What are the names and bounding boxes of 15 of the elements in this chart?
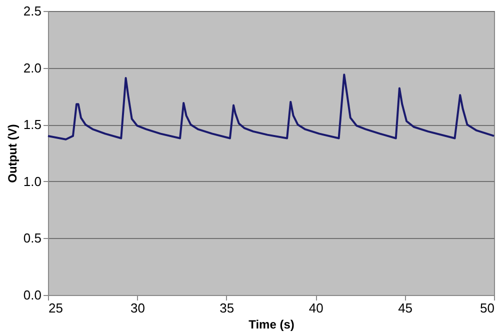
x-tick-label: 35 — [220, 300, 234, 316]
y-tick-label: 2.0 — [23, 60, 42, 76]
y-tick-label: 1.5 — [23, 117, 42, 132]
x-axis-title: Time (s) — [248, 318, 294, 332]
y-tick-label: 1.0 — [23, 174, 42, 189]
x-tick-label: 25 — [48, 300, 63, 316]
x-tick-label: 30 — [130, 300, 145, 316]
x-tick-label: 50 — [480, 300, 494, 316]
x-tick-label: 45 — [398, 300, 413, 316]
y-tick-label: 0.5 — [23, 230, 42, 246]
y-tick-label: 0.0 — [23, 288, 42, 302]
y-tick-label: 2.5 — [23, 4, 42, 18]
y-axis-title: Output (V) — [5, 124, 20, 183]
x-tick-label: 40 — [308, 300, 324, 316]
line-series — [47, 74, 495, 140]
